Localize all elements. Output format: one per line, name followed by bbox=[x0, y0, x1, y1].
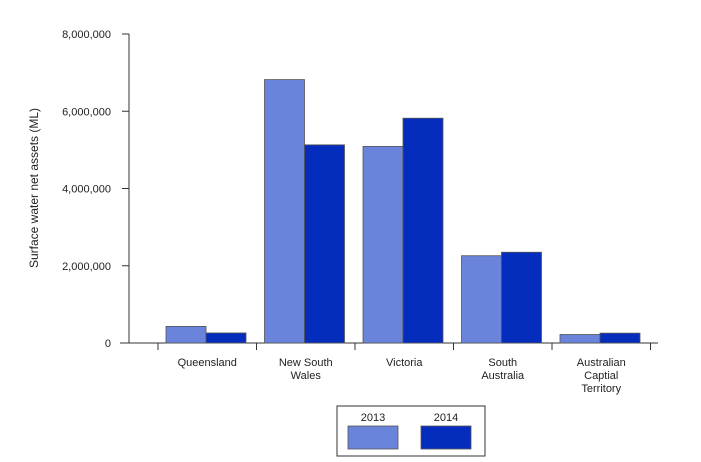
bar-2013-0 bbox=[165, 325, 207, 344]
x-tick-label: Australian bbox=[577, 357, 626, 369]
bar-2014-4 bbox=[599, 332, 641, 344]
y-axis: 0 2,000,000 4,000,000 6,000,000 8,000,000 Su… bbox=[27, 29, 130, 350]
x-tick-label: South bbox=[488, 357, 517, 369]
x-tick-label: Captial bbox=[584, 370, 618, 382]
y-axis-label: Surface water net assets (ML) bbox=[27, 108, 41, 268]
x-tick-label: New South bbox=[279, 357, 333, 369]
legend-swatch bbox=[347, 425, 399, 450]
bar-2014-1 bbox=[304, 144, 345, 344]
y-tick-label: 0 bbox=[105, 338, 111, 350]
legend-label: 2013 bbox=[361, 412, 385, 424]
bar-2014-2 bbox=[402, 117, 444, 344]
bar-2013-4 bbox=[559, 334, 601, 344]
bar-2013-3 bbox=[461, 255, 502, 344]
bars bbox=[165, 79, 641, 344]
x-tick-label: Wales bbox=[291, 370, 322, 382]
y-tick-label: 2,000,000 bbox=[62, 261, 111, 273]
bar-2013-1 bbox=[264, 79, 305, 344]
x-tick-label: Victoria bbox=[386, 357, 423, 369]
x-tick-label: Queensland bbox=[178, 357, 237, 369]
y-ticks: 0 2,000,000 4,000,000 6,000,000 8,000,000 bbox=[62, 29, 129, 350]
bar-2013-2 bbox=[362, 145, 404, 344]
x-tick-label: Australia bbox=[481, 370, 525, 382]
x-tick-label: Territory bbox=[581, 383, 621, 395]
legend: 2013 2014 bbox=[336, 405, 486, 457]
legend-swatch bbox=[420, 425, 472, 450]
legend-items: 2013 2014 bbox=[347, 412, 472, 450]
bar-2014-0 bbox=[205, 332, 247, 344]
bar-2014-3 bbox=[501, 251, 542, 344]
legend-label: 2014 bbox=[434, 412, 458, 424]
y-tick-label: 8,000,000 bbox=[62, 29, 111, 41]
y-tick-label: 6,000,000 bbox=[62, 106, 111, 118]
y-tick-label: 4,000,000 bbox=[62, 184, 111, 196]
